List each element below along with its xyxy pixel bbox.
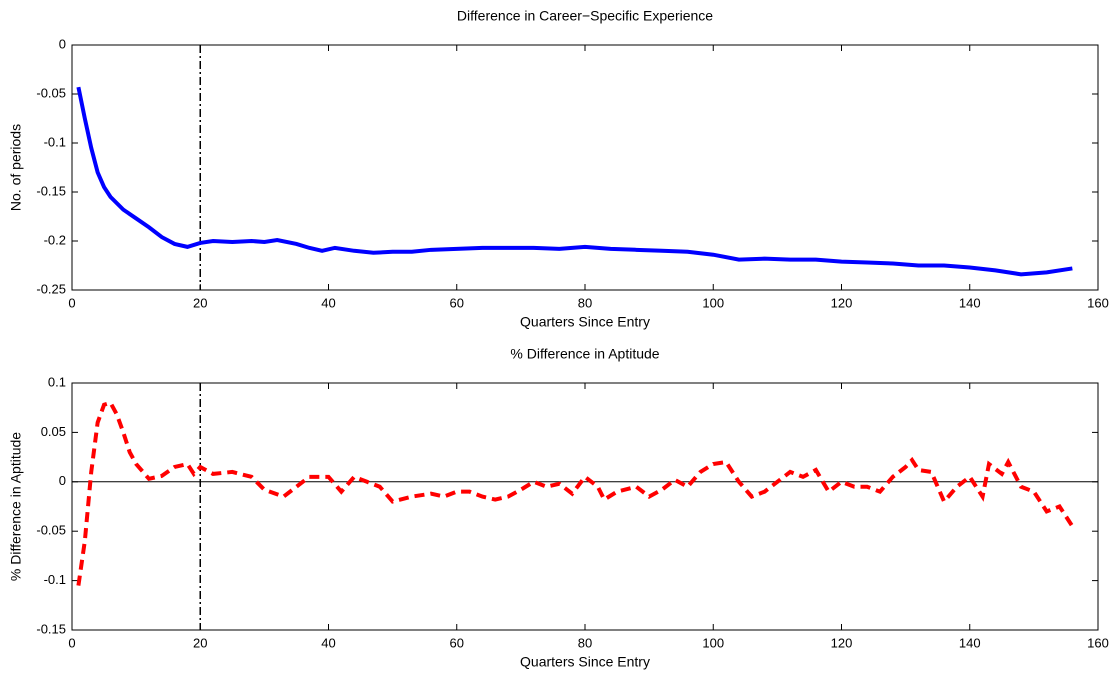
y-tick-label: -0.1 (44, 134, 66, 149)
x-tick-label: 0 (68, 635, 75, 650)
y-tick-label: -0.05 (36, 85, 66, 100)
chart-title: Difference in Career−Specific Experience (457, 8, 713, 24)
y-tick-label: 0 (59, 473, 66, 488)
x-tick-label: 0 (68, 295, 75, 310)
x-tick-label: 120 (831, 295, 853, 310)
x-tick-label: 20 (193, 295, 207, 310)
x-tick-label: 80 (578, 295, 592, 310)
y-tick-label: -0.05 (36, 523, 66, 538)
x-tick-label: 100 (702, 635, 724, 650)
x-axis-label: Quarters Since Entry (520, 654, 650, 670)
y-tick-label: -0.2 (44, 232, 66, 247)
y-tick-label: 0.05 (41, 424, 66, 439)
x-tick-label: 140 (959, 635, 981, 650)
x-tick-label: 100 (702, 295, 724, 310)
x-tick-label: 140 (959, 295, 981, 310)
x-tick-label: 60 (450, 295, 464, 310)
x-tick-label: 160 (1087, 295, 1109, 310)
x-tick-label: 80 (578, 635, 592, 650)
y-tick-label: -0.15 (36, 183, 66, 198)
y-tick-label: -0.1 (44, 572, 66, 587)
x-tick-label: 60 (450, 635, 464, 650)
y-tick-label: -0.15 (36, 621, 66, 636)
y-axis-label: % Difference in Aptitude (8, 432, 24, 581)
x-tick-label: 40 (321, 635, 335, 650)
y-tick-label: -0.25 (36, 281, 66, 296)
y-axis-label: No. of periods (8, 124, 24, 211)
axes-box (71, 44, 1099, 291)
x-tick-label: 160 (1087, 635, 1109, 650)
x-tick-label: 120 (831, 635, 853, 650)
x-tick-label: 40 (321, 295, 335, 310)
axes-box (71, 382, 1099, 631)
chart-title: % Difference in Aptitude (510, 346, 659, 362)
y-tick-label: 0 (59, 36, 66, 51)
data-line (76, 400, 1075, 586)
data-line (76, 86, 1073, 277)
y-tick-label: 0.1 (48, 374, 66, 389)
x-tick-label: 20 (193, 635, 207, 650)
x-axis-label: Quarters Since Entry (520, 314, 650, 330)
